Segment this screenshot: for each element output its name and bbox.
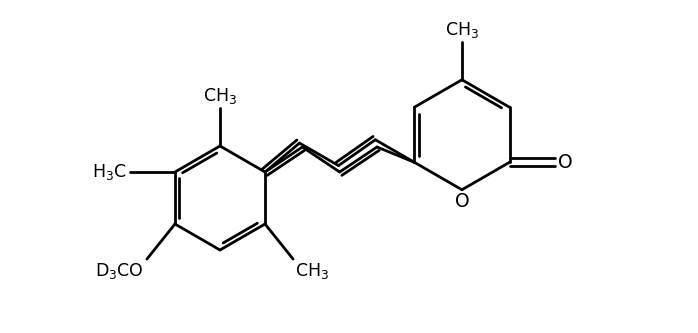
Text: CH$_3$: CH$_3$ xyxy=(445,20,479,40)
Text: D$_3$CO: D$_3$CO xyxy=(96,261,144,281)
Text: CH$_3$: CH$_3$ xyxy=(203,86,237,106)
Text: CH$_3$: CH$_3$ xyxy=(295,261,329,281)
Text: H$_3$C: H$_3$C xyxy=(92,162,127,182)
Text: O: O xyxy=(454,192,469,211)
Text: O: O xyxy=(558,153,572,172)
